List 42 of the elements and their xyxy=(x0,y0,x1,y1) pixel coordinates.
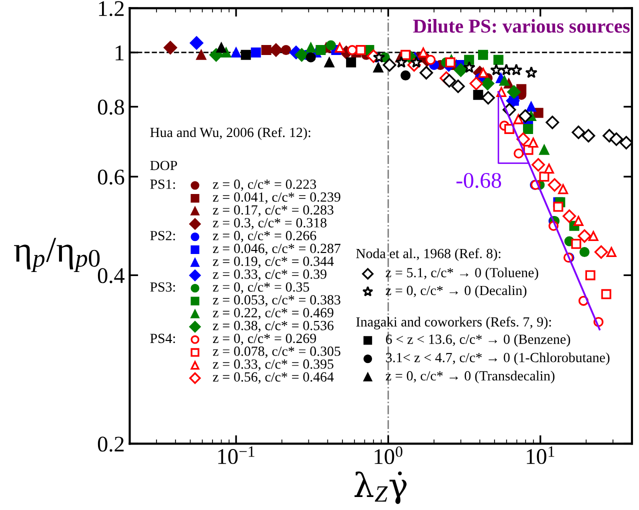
legend-label: z = 0.046, c/c* = 0.287 xyxy=(212,244,340,256)
legend-label: z = 0.22, c/c* = 0.469 xyxy=(212,308,334,320)
y-axis-title: η$_{p}$/η$_{p0}$ xyxy=(14,238,100,272)
legend-label: z = 0, c/c* = 0.223 xyxy=(212,180,316,191)
x-tick-label: 10$^{1}$ xyxy=(526,446,554,464)
legend-label: z = 0, c/c* = 0.266 xyxy=(212,230,316,242)
y-tick-label: 0.2 xyxy=(98,436,124,452)
x-axis-title: λ$_{Z}$γ̇ xyxy=(354,471,407,504)
legend-label: 6 < z < 13.6, c/c* → 0 (Benzene) xyxy=(386,334,570,347)
legend-label: z = 0, c/c* → 0 (Decalin) xyxy=(386,285,526,298)
x-tick-label: 10$^{−1}$ xyxy=(218,446,254,464)
legend-label: z = 0.053, c/c* = 0.383 xyxy=(212,295,340,307)
legend-label: z = 0.33, c/c* = 0.395 xyxy=(212,359,334,371)
legend-label: z = 0.38, c/c* = 0.536 xyxy=(212,320,334,332)
annotation: DOP xyxy=(150,160,178,170)
y-tick-label: 0.6 xyxy=(98,170,124,185)
legend-label: z = 0.041, c/c* = 0.239 xyxy=(212,192,340,204)
x-tick-label: 10$^{0}$ xyxy=(374,446,402,464)
legend-label: z = 0, c/c* = 0.35 xyxy=(212,282,310,294)
chart-title: Dilute PS: various sources xyxy=(413,19,630,33)
annotation: Hua and Wu, 2006 (Ref. 12): xyxy=(150,127,310,140)
annotation: -0.68 xyxy=(456,172,502,188)
legend-label: z = 0.17, c/c* = 0.283 xyxy=(212,205,334,217)
annotation: PS4: xyxy=(150,334,175,344)
y-tick-label: 0.8 xyxy=(98,100,124,115)
legend-label: z = 0.3, c/c* = 0.318 xyxy=(212,218,326,230)
legend-label: z = 5.1, c/c* → 0 (Toluene) xyxy=(386,268,538,280)
annotation: PS1: xyxy=(150,180,175,189)
legend-label: z = 0.19, c/c* = 0.344 xyxy=(212,256,334,268)
legend-label: z = 0, c/c* = 0.269 xyxy=(212,334,316,346)
legend-label: z = 0.33, c/c* = 0.39 xyxy=(212,269,326,281)
legend-label: 3.1< z < 4.7, c/c* → 0 (1-Chlorobutane) xyxy=(386,352,610,366)
annotation: Inagaki and coworkers (Refs. 7, 9): xyxy=(356,316,551,330)
y-tick-label: 1 xyxy=(116,46,124,60)
annotation: PS2: xyxy=(150,230,175,240)
y-tick-label: 0.4 xyxy=(98,268,125,284)
legend-label: z = 0, c/c* → 0 (Transdecalin) xyxy=(386,370,554,384)
annotation: PS3: xyxy=(150,282,175,292)
legend-label: z = 0.56, c/c* = 0.464 xyxy=(212,372,334,384)
y-tick-label: 1.2 xyxy=(99,1,124,16)
annotation: Noda et al., 1968 (Ref. 8): xyxy=(356,248,500,262)
legend-label: z = 0.078, c/c* = 0.305 xyxy=(212,346,340,358)
